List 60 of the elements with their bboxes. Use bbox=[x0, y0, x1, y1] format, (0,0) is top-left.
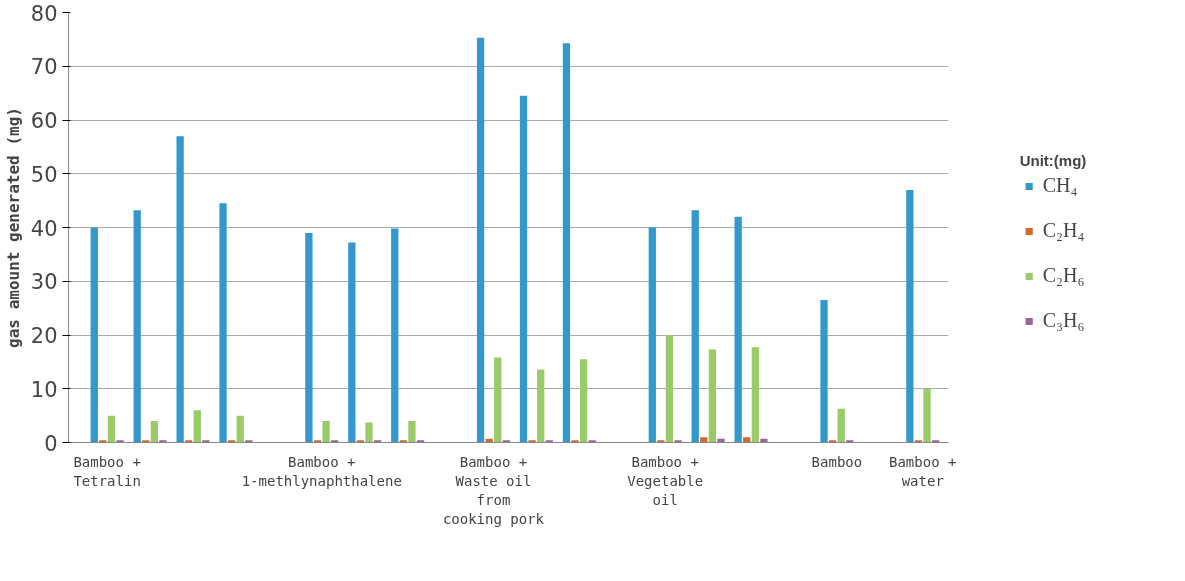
y-tick-label: 30 bbox=[30, 270, 58, 295]
bar bbox=[648, 227, 656, 443]
legend-label: C₂H₆ bbox=[1042, 264, 1085, 287]
bar bbox=[133, 210, 141, 443]
bar bbox=[923, 388, 931, 443]
y-tick-label: 10 bbox=[30, 377, 58, 402]
bar bbox=[219, 203, 227, 443]
bar bbox=[562, 43, 571, 443]
bar bbox=[519, 95, 528, 443]
x-tick-label: Bamboo + Vegetable oil bbox=[627, 453, 704, 508]
y-axis-title: gas amount generated (mg) bbox=[3, 107, 23, 348]
legend-label: C₂H₄ bbox=[1042, 219, 1085, 242]
bar bbox=[322, 421, 330, 443]
bar bbox=[408, 421, 416, 443]
bar bbox=[665, 335, 674, 443]
bar bbox=[674, 440, 682, 443]
bar bbox=[579, 359, 588, 443]
x-tick-label: Bamboo bbox=[811, 453, 863, 470]
legend-label: CH₄ bbox=[1042, 174, 1078, 197]
x-tick-label: Bamboo + 1-methlynaphthalene bbox=[241, 453, 402, 489]
bar bbox=[107, 415, 116, 443]
bar bbox=[348, 242, 356, 443]
x-tick-label: Bamboo + Waste oil from cooking pork bbox=[442, 453, 545, 528]
bar bbox=[528, 440, 536, 443]
bar bbox=[365, 422, 373, 443]
bar bbox=[391, 228, 399, 443]
bar bbox=[700, 437, 708, 443]
bar bbox=[906, 189, 914, 443]
bar bbox=[537, 369, 545, 443]
bar bbox=[820, 300, 828, 443]
y-tick-label: 70 bbox=[30, 55, 58, 80]
bar bbox=[236, 415, 244, 443]
bar bbox=[691, 210, 699, 443]
bar bbox=[176, 136, 184, 443]
bar bbox=[116, 440, 124, 443]
y-tick-label: 20 bbox=[30, 324, 58, 348]
x-tick-label: Bamboo + water bbox=[889, 453, 957, 489]
bar bbox=[193, 410, 201, 443]
bar bbox=[837, 408, 845, 443]
bar bbox=[202, 440, 210, 443]
y-tick-label: 40 bbox=[30, 216, 58, 241]
bar bbox=[476, 37, 485, 443]
bar bbox=[743, 437, 751, 443]
bar bbox=[90, 227, 98, 443]
bar bbox=[150, 421, 158, 443]
legend-label: C₃H₆ bbox=[1042, 309, 1085, 332]
bar bbox=[571, 440, 579, 443]
bar bbox=[657, 440, 665, 443]
legend-title: Unit:(mg) bbox=[1019, 152, 1087, 169]
y-tick-label: 0 bbox=[44, 431, 58, 456]
bar bbox=[159, 440, 167, 443]
y-tick-label: 80 bbox=[30, 1, 58, 26]
bar bbox=[734, 216, 742, 443]
bar bbox=[305, 232, 313, 443]
bar bbox=[708, 349, 717, 443]
x-tick-label: Bamboo + Tetralin bbox=[73, 453, 141, 489]
y-tick-label: 60 bbox=[30, 109, 58, 133]
y-tick-label: 50 bbox=[30, 162, 58, 187]
bar bbox=[751, 347, 759, 443]
bar bbox=[494, 357, 502, 443]
